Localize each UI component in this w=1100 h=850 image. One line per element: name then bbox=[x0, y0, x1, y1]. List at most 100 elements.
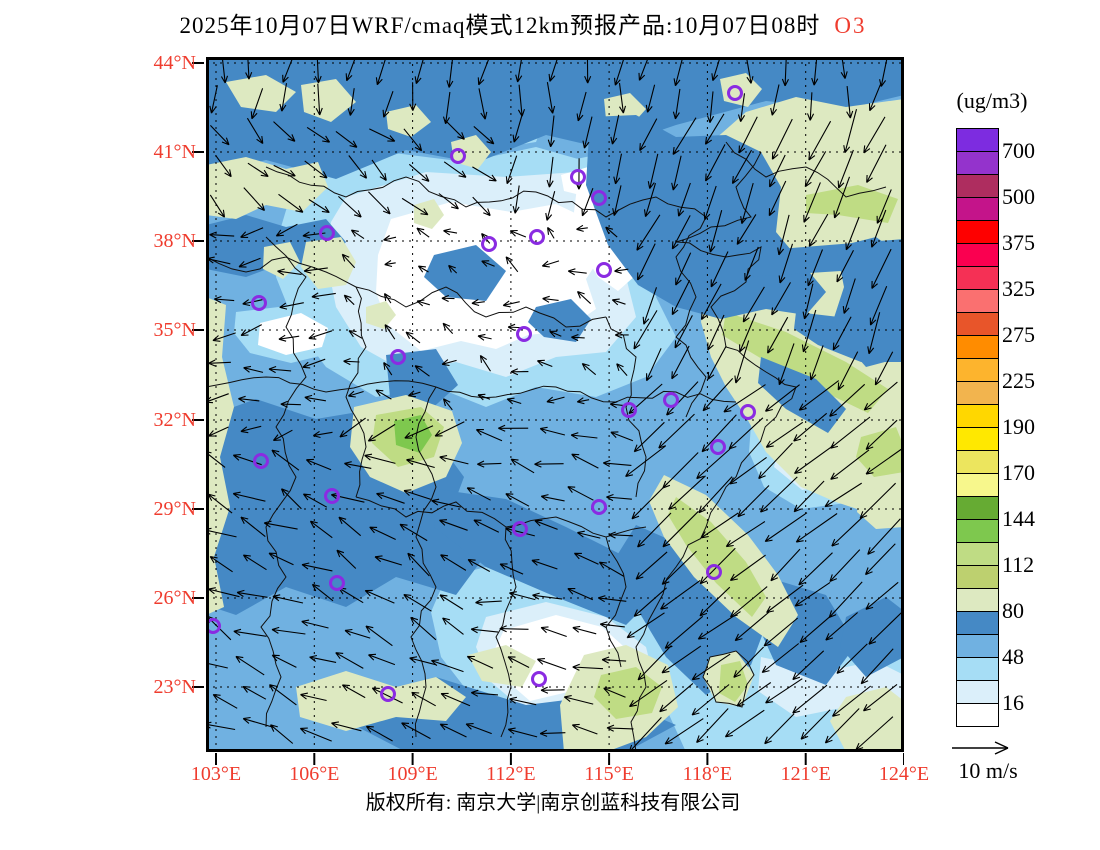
wind-arrow bbox=[314, 57, 322, 84]
wind-arrow bbox=[696, 708, 729, 744]
wind-arrow bbox=[542, 295, 559, 303]
wind-arrow bbox=[215, 154, 232, 178]
wind-arrow bbox=[471, 298, 485, 307]
wind-arrow bbox=[833, 176, 851, 219]
wind-arrow bbox=[344, 461, 372, 469]
wind-arrow bbox=[375, 389, 392, 400]
wind-arrow bbox=[343, 357, 360, 366]
wind-arrow bbox=[403, 128, 423, 152]
wind-arrow bbox=[243, 187, 266, 212]
wind-arrow bbox=[439, 723, 467, 738]
colorbar-cell bbox=[957, 152, 998, 175]
wind-arrow bbox=[664, 615, 704, 649]
wind-arrow bbox=[315, 83, 323, 116]
wind-arrow bbox=[515, 57, 523, 83]
wind-arrow bbox=[271, 449, 300, 471]
wind-arrow bbox=[444, 119, 465, 140]
wind-arrow bbox=[860, 648, 894, 685]
contour-region bbox=[857, 485, 904, 529]
admin-boundary bbox=[410, 386, 437, 738]
city-marker bbox=[390, 349, 406, 365]
wind-arrow bbox=[771, 282, 791, 316]
wind-arrow bbox=[824, 482, 862, 508]
wind-arrow bbox=[505, 493, 530, 507]
wind-arrow bbox=[637, 512, 672, 548]
admin-boundary bbox=[605, 316, 647, 498]
wind-arrow bbox=[879, 59, 888, 87]
colorbar-cell bbox=[957, 359, 998, 382]
wind-scale-label: 10 m/s bbox=[958, 758, 1018, 783]
wind-arrow bbox=[414, 365, 430, 377]
wind-arrow bbox=[546, 396, 565, 404]
wind-arrow bbox=[868, 84, 881, 112]
wind-arrow bbox=[434, 421, 465, 437]
wind-arrow bbox=[597, 595, 627, 603]
axis-ticks bbox=[192, 62, 904, 765]
wind-arrow bbox=[439, 594, 464, 610]
colorbar-cell bbox=[957, 635, 998, 658]
wind-arrow bbox=[540, 494, 565, 502]
wind-arrow bbox=[401, 197, 429, 216]
wind-arrow bbox=[539, 729, 566, 737]
city-markers bbox=[206, 85, 756, 702]
wind-arrow bbox=[279, 302, 304, 310]
wind-arrow bbox=[233, 628, 267, 637]
wind-arrow bbox=[608, 531, 633, 539]
wind-arrow bbox=[770, 84, 780, 116]
wind-arrow bbox=[778, 343, 795, 386]
wind-arrow bbox=[467, 559, 491, 572]
wind-arrow bbox=[674, 315, 693, 349]
wind-arrow bbox=[736, 682, 772, 707]
city-marker bbox=[727, 85, 743, 101]
wind-arrow bbox=[399, 523, 428, 542]
city-marker bbox=[710, 439, 726, 455]
wind-arrow bbox=[509, 696, 537, 706]
wind-arrow bbox=[401, 722, 431, 740]
wind-arrow bbox=[761, 643, 800, 674]
wind-arrow bbox=[660, 579, 701, 610]
contour-region bbox=[840, 597, 904, 677]
colorbar-cell bbox=[957, 658, 998, 681]
wind-arrow bbox=[742, 286, 765, 323]
wind-arrow bbox=[601, 656, 627, 664]
wind-arrow bbox=[477, 460, 502, 468]
wind-arrow bbox=[563, 695, 594, 705]
wind-arrow bbox=[348, 155, 368, 179]
wind-arrow bbox=[605, 226, 618, 238]
contour-region bbox=[468, 645, 536, 687]
colorbar-tick-label: 225 bbox=[1002, 368, 1035, 393]
wind-arrow bbox=[633, 310, 658, 350]
wind-arrow bbox=[409, 656, 437, 666]
wind-arrow bbox=[534, 519, 558, 530]
wind-arrow bbox=[532, 592, 563, 600]
lon-tick-label: 109°E bbox=[387, 763, 438, 785]
wind-arrow bbox=[794, 444, 835, 475]
colorbar-tick-label: 112 bbox=[1002, 552, 1035, 577]
wind-arrow bbox=[331, 721, 362, 732]
wind-arrow bbox=[571, 333, 585, 342]
wind-arrow bbox=[540, 626, 567, 638]
wind-arrow bbox=[343, 294, 355, 306]
wind-arrow bbox=[505, 155, 518, 185]
wind-arrow bbox=[629, 679, 668, 708]
lat-tick-label: 38°N bbox=[153, 230, 196, 252]
wind-arrow bbox=[242, 716, 275, 729]
wind-arrow bbox=[671, 345, 690, 380]
contour-region bbox=[434, 489, 656, 625]
wind-arrow bbox=[610, 431, 634, 442]
wind-arrow bbox=[466, 487, 491, 501]
wind-arrow bbox=[631, 482, 669, 520]
wind-arrow bbox=[448, 264, 458, 274]
wind-arrow bbox=[339, 417, 366, 438]
wind-arrow bbox=[871, 248, 892, 289]
wind-arrow bbox=[671, 155, 682, 191]
contour-region bbox=[528, 299, 591, 342]
wind-arrow bbox=[212, 332, 236, 342]
admin-boundary bbox=[265, 166, 707, 218]
wind-arrow bbox=[777, 214, 790, 256]
wind-arrow bbox=[303, 266, 328, 274]
wind-arrow bbox=[672, 117, 697, 155]
wind-arrow bbox=[507, 656, 530, 668]
wind-arrow bbox=[243, 365, 264, 373]
wind-arrow bbox=[582, 116, 593, 149]
